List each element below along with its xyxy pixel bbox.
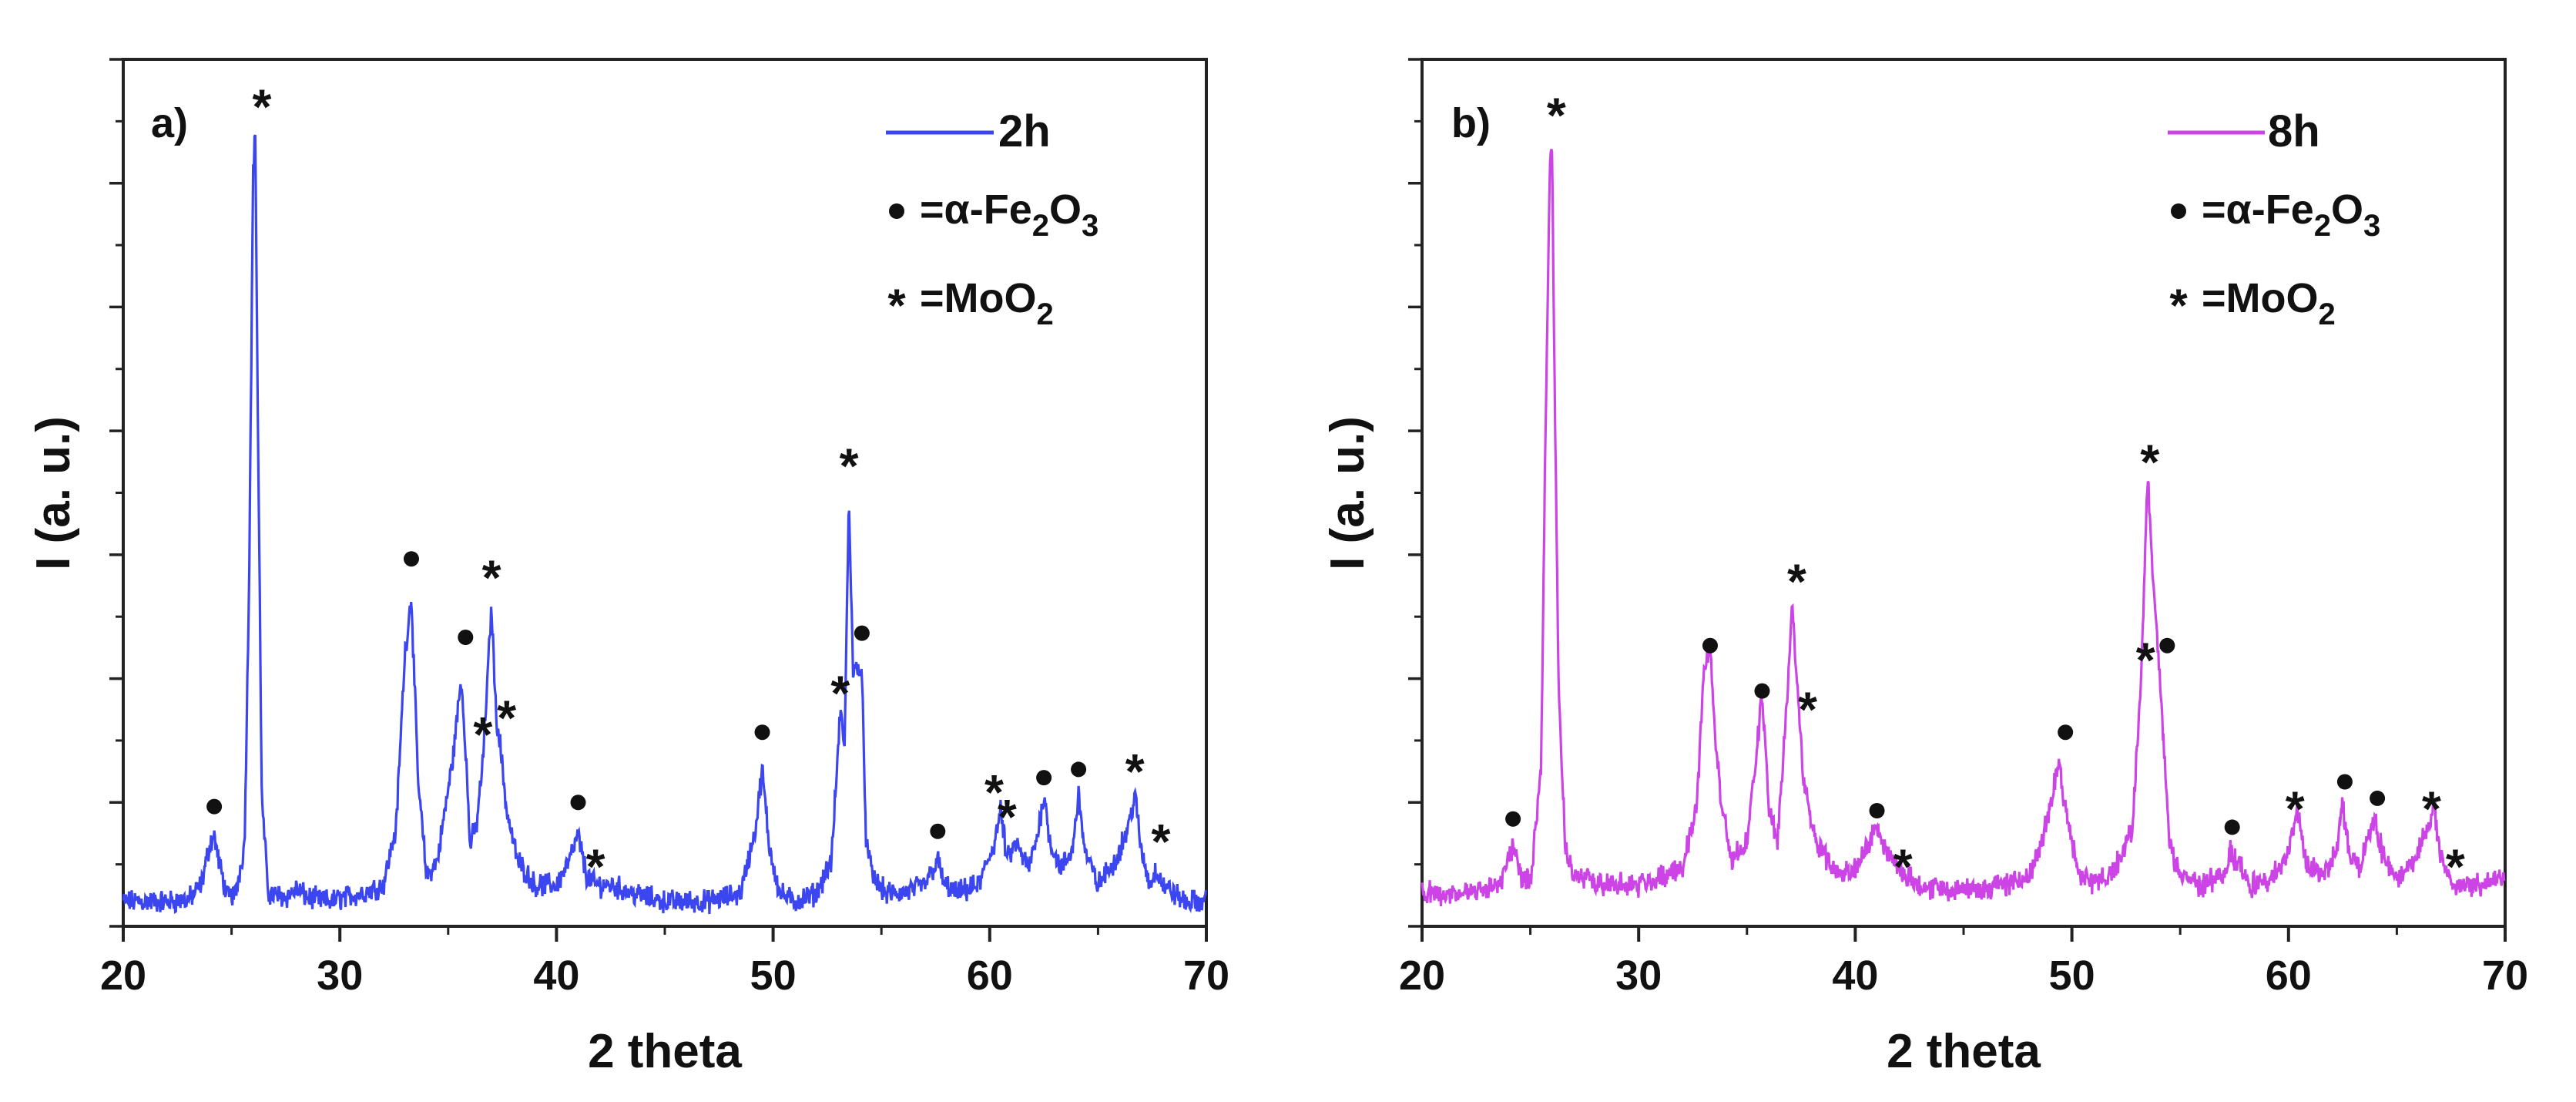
x-tick-label: 20 — [1399, 952, 1445, 999]
panel-b: 20 30 40 50 60 70 ******* ** b) 8h =α-Fe2O3* =M… — [1321, 58, 2528, 1078]
fe2o3-peak-marker — [403, 551, 419, 567]
fe2o3-peak-marker — [2159, 637, 2175, 653]
legend-dot-symbol — [2171, 203, 2186, 219]
legend-dot-symbol — [889, 203, 904, 219]
moo2-peak-marker: * — [830, 665, 850, 721]
moo2-peak-marker: * — [2286, 781, 2305, 836]
axis-ticks: 20 30 40 50 60 70 — [1399, 58, 2528, 999]
fe2o3-peak-marker — [2058, 724, 2074, 741]
fe2o3-peak-marker — [754, 724, 770, 741]
y-axis-label: I (a. u.) — [1321, 416, 1374, 570]
x-axis-label: 2 theta — [588, 1025, 742, 1078]
xrd-trace-8h — [1420, 149, 2506, 906]
legend-entries: =α-Fe2O3 * =MoO2 — [2169, 186, 2380, 331]
legend-series-label: 2h — [998, 106, 1051, 156]
x-tick-label: 30 — [1615, 952, 1662, 999]
x-tick-label: 50 — [750, 952, 797, 999]
fe2o3-peak-marker — [2370, 790, 2386, 806]
x-tick-label: 60 — [2266, 952, 2312, 999]
moo2-peak-marker: * — [984, 764, 1004, 820]
moo2-peak-marker: * — [2446, 838, 2465, 894]
legend-star-symbol: * — [2169, 280, 2188, 331]
x-tick-label: 60 — [967, 952, 1013, 999]
legend-entry-text: =α-Fe2O3 — [920, 186, 1098, 243]
plot-frame — [122, 58, 1208, 928]
x-tick-label: 40 — [533, 952, 579, 999]
moo2-peak-marker: * — [1151, 814, 1170, 869]
fe2o3-peak-marker — [1869, 803, 1885, 818]
legend-entry-text: =MoO2 — [920, 275, 1054, 331]
moo2-peak-marker: * — [1787, 554, 1806, 610]
fe2o3-peak-marker — [2336, 774, 2353, 790]
moo2-peak-marker: * — [1125, 744, 1145, 799]
x-tick-label: 40 — [1832, 952, 1878, 999]
x-axis-label: 2 theta — [1887, 1025, 2041, 1078]
xrd-trace-2h — [122, 134, 1207, 915]
fe2o3-peak-marker — [570, 795, 586, 811]
fe2o3-peak-marker — [458, 630, 474, 645]
fe2o3-peak-marker — [1754, 683, 1770, 699]
legend-star-symbol: * — [887, 280, 906, 331]
x-tick-label: 30 — [317, 952, 363, 999]
fe2o3-peak-marker — [1702, 637, 1718, 653]
moo2-peak-marker: * — [473, 707, 492, 762]
peak-markers: ******* ** — [1505, 87, 2465, 894]
moo2-peak-marker: * — [253, 79, 272, 135]
moo2-peak-marker: * — [586, 838, 605, 894]
legend-entry-text: =α-Fe2O3 — [2202, 186, 2380, 243]
y-axis-label: I (a. u.) — [27, 416, 80, 570]
axis-ticks: 20 30 40 50 60 70 — [100, 58, 1229, 999]
legend: 2h =α-Fe2O3 * =MoO2 — [886, 106, 1098, 331]
peak-markers: *** ******** — [206, 79, 1170, 894]
fe2o3-peak-marker — [930, 823, 946, 839]
panel-label: b) — [1451, 100, 1491, 146]
x-tick-label: 50 — [2049, 952, 2095, 999]
panel-label: a) — [151, 100, 188, 146]
moo2-peak-marker: * — [2422, 781, 2441, 836]
moo2-peak-marker: * — [2136, 632, 2155, 687]
moo2-peak-marker: * — [840, 438, 859, 494]
moo2-peak-marker: * — [1893, 838, 1913, 894]
fe2o3-peak-marker — [206, 798, 223, 815]
fe2o3-peak-marker — [1505, 811, 1521, 827]
moo2-peak-marker: * — [497, 690, 516, 745]
fe2o3-peak-marker — [854, 625, 870, 641]
legend-entries: =α-Fe2O3 * =MoO2 — [887, 186, 1098, 331]
moo2-peak-marker: * — [998, 789, 1017, 845]
moo2-peak-marker: * — [1798, 682, 1817, 737]
x-tick-label: 70 — [1183, 952, 1229, 999]
panel-a: 20 30 40 50 60 70 *** ******** a) 2h =α-Fe2O3*… — [27, 58, 1229, 1078]
x-tick-label: 70 — [2482, 952, 2528, 999]
x-tick-label: 20 — [100, 952, 146, 999]
moo2-peak-marker: * — [2140, 434, 2159, 489]
fe2o3-peak-marker — [1036, 770, 1052, 786]
legend-series-label: 8h — [2268, 106, 2320, 156]
moo2-peak-marker: * — [1547, 87, 1566, 143]
legend: 8h =α-Fe2O3 * =MoO2 — [2168, 106, 2380, 331]
fe2o3-peak-marker — [2224, 819, 2240, 835]
moo2-peak-marker: * — [482, 549, 501, 605]
legend-entry-text: =MoO2 — [2202, 275, 2336, 331]
fe2o3-peak-marker — [1071, 761, 1087, 778]
